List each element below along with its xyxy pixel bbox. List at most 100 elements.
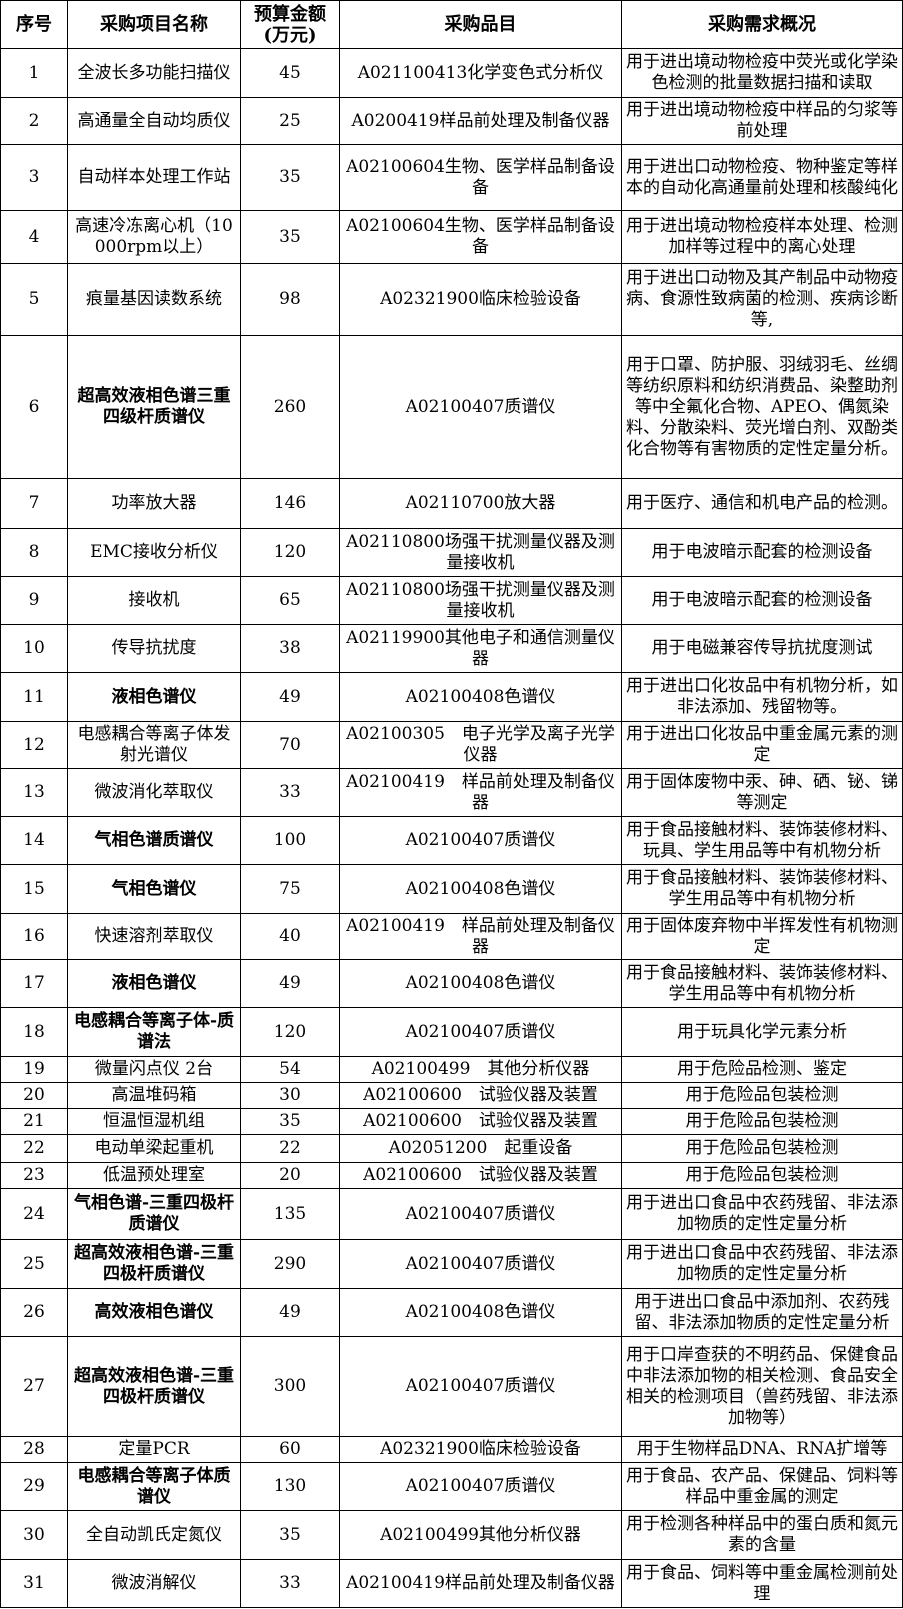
category-cell: A02100419 样品前处理及制备仪器 [339,913,622,960]
project-name-cell: 高温堆码箱 [67,1082,241,1109]
requirement-cell: 用于进出口食品中农药残留、非法添加物质的定性定量分析 [621,1239,903,1289]
budget-cell: 35 [240,1108,340,1135]
project-name-cell: 微量闪点仪 2台 [67,1056,241,1083]
row-number-cell: 1 [0,48,68,98]
requirement-cell: 用于食品接触材料、装饰装修材料、玩具、学生用品等中有机物分析 [621,816,903,865]
budget-cell: 135 [240,1188,340,1240]
row-number-cell: 13 [0,768,68,817]
requirement-cell: 用于进出境动物检疫中荧光或化学染色检测的批量数据扫描和读取 [621,48,903,98]
requirement-cell: 用于电波暗示配套的检测设备 [621,576,903,625]
category-cell: A02100419 样品前处理及制备仪器 [339,768,622,817]
budget-cell: 49 [240,1288,340,1337]
table-row: 22 电动单梁起重机 22 A02051200 起重设备 用于危险品包装检测 [0,1134,903,1163]
row-number-cell: 24 [0,1188,68,1240]
row-number-cell: 5 [0,263,68,336]
project-name-cell: 电感耦合等离子体发射光谱仪 [67,721,241,769]
table-row: 25 超高效液相色谱-三重四极杆质谱仪 290 A02100407质谱仪 用于进出口食品… [0,1239,903,1289]
budget-cell: 30 [240,1082,340,1109]
budget-cell: 49 [240,959,340,1008]
budget-cell: 35 [240,144,340,211]
budget-cell: 70 [240,721,340,769]
row-number-cell: 23 [0,1162,68,1189]
requirement-cell: 用于进出口动物及其产制品中动物疫病、食源性致病菌的检测、疾病诊断等, [621,263,903,336]
category-cell: A02100600 试验仪器及装置 [339,1082,622,1109]
row-number-cell: 2 [0,97,68,145]
budget-cell: 65 [240,576,340,625]
category-cell: A02100604生物、医学样品制备设备 [339,210,622,264]
project-name-cell: 低温预处理室 [67,1162,241,1189]
category-cell: A02100408色谱仪 [339,864,622,914]
table-row: 18 电感耦合等离子体-质谱法 120 A02100407质谱仪 用于玩具化学元素分析 [0,1007,903,1057]
category-cell: A02100407质谱仪 [339,816,622,865]
category-cell: A02100407质谱仪 [339,1462,622,1511]
requirement-cell: 用于危险品包装检测 [621,1082,903,1109]
budget-cell: 35 [240,1510,340,1560]
table-row: 14 气相色谱质谱仪 100 A02100407质谱仪 用于食品接触材料、装饰装修材料、… [0,816,903,865]
requirement-cell: 用于电磁兼容传导抗扰度测试 [621,624,903,673]
requirement-cell: 用于进出口食品中添加剂、农药残留、非法添加物质的定性定量分析 [621,1288,903,1337]
table-row: 12 电感耦合等离子体发射光谱仪 70 A02100305 电子光学及离子光学仪器 用于… [0,721,903,769]
requirement-cell: 用于进出境动物检疫样本处理、检测加样等过程中的离心处理 [621,210,903,264]
category-cell: A02100499其他分析仪器 [339,1510,622,1560]
requirement-cell: 用于进出口动物检疫、物种鉴定等样本的自动化高通量前处理和核酸纯化 [621,144,903,211]
category-cell: A02110800场强干扰测量仪器及测量接收机 [339,528,622,577]
requirement-cell: 用于危险品检测、鉴定 [621,1056,903,1083]
budget-cell: 35 [240,210,340,264]
row-number-cell: 19 [0,1056,68,1083]
table-row: 15 气相色谱仪 75 A02100408色谱仪 用于食品接触材料、装饰装修材料、学生用… [0,864,903,914]
table-row: 9 接收机 65 A02110800场强干扰测量仪器及测量接收机 用于电波暗示配套的检测… [0,576,903,625]
table-row: 3 自动样本处理工作站 35 A02100604生物、医学样品制备设备 用于进出口动物检… [0,144,903,211]
table-row: 1 全波长多功能扫描仪 45 A021100413化学变色式分析仪 用于进出境动物检疫中… [0,48,903,98]
category-cell: A02100407质谱仪 [339,1336,622,1437]
row-number-cell: 9 [0,576,68,625]
project-name-cell: 功率放大器 [67,478,241,529]
header-category: 采购品目 [339,0,622,49]
row-number-cell: 12 [0,721,68,769]
requirement-cell: 用于电波暗示配套的检测设备 [621,528,903,577]
table-row: 4 高速冷冻离心机（10000rpm以上） 35 A02100604生物、医学样品制备… [0,210,903,264]
row-number-cell: 22 [0,1134,68,1163]
requirement-cell: 用于进出口食品中农药残留、非法添加物质的定性定量分析 [621,1188,903,1240]
category-cell: A021100413化学变色式分析仪 [339,48,622,98]
requirement-cell: 用于食品接触材料、装饰装修材料、学生用品等中有机物分析 [621,864,903,914]
budget-cell: 98 [240,263,340,336]
row-number-cell: 20 [0,1082,68,1109]
project-name-cell: 超高效液相色谱三重四级杆质谱仪 [67,335,241,479]
budget-cell: 100 [240,816,340,865]
requirement-cell: 用于进出境动物检疫中样品的匀浆等前处理 [621,97,903,145]
budget-cell: 38 [240,624,340,673]
row-number-cell: 11 [0,672,68,722]
budget-cell: 54 [240,1056,340,1083]
project-name-cell: 快速溶剂萃取仪 [67,913,241,960]
project-name-cell: 恒温恒湿机组 [67,1108,241,1135]
row-number-cell: 28 [0,1436,68,1463]
requirement-cell: 用于危险品包装检测 [621,1162,903,1189]
row-number-cell: 25 [0,1239,68,1289]
table-row: 21 恒温恒湿机组 35 A02100600 试验仪器及装置 用于危险品包装检测 [0,1108,903,1135]
requirement-cell: 用于食品、饲料等中重金属检测前处理 [621,1559,903,1608]
category-cell: A02100600 试验仪器及装置 [339,1108,622,1135]
category-cell: A02100408色谱仪 [339,1288,622,1337]
category-cell: A02100407质谱仪 [339,1188,622,1240]
row-number-cell: 4 [0,210,68,264]
category-cell: A02110700放大器 [339,478,622,529]
requirement-cell: 用于玩具化学元素分析 [621,1007,903,1057]
category-cell: A02100419样品前处理及制备仪器 [339,1559,622,1608]
row-number-cell: 27 [0,1336,68,1437]
project-name-cell: 超高效液相色谱-三重四极杆质谱仪 [67,1239,241,1289]
requirement-cell: 用于口罩、防护服、羽绒羽毛、丝绸等纺织原料和纺织消费品、染整助剂等中全氟化合物、… [621,335,903,479]
row-number-cell: 6 [0,335,68,479]
table-row: 2 高通量全自动均质仪 25 A0200419样品前处理及制备仪器 用于进出境动物检疫中… [0,97,903,145]
header-row: 序号 采购项目名称 预算金额(万元) 采购品目 采购需求概况 [0,0,903,49]
category-cell: A02100407质谱仪 [339,1239,622,1289]
budget-cell: 290 [240,1239,340,1289]
table-row: 23 低温预处理室 20 A02100600 试验仪器及装置 用于危险品包装检测 [0,1162,903,1189]
project-name-cell: 高通量全自动均质仪 [67,97,241,145]
table-row: 29 电感耦合等离子体质谱仪 130 A02100407质谱仪 用于食品、农产品、保健品… [0,1462,903,1511]
category-cell: A0200419样品前处理及制备仪器 [339,97,622,145]
category-cell: A02110800场强干扰测量仪器及测量接收机 [339,576,622,625]
row-number-cell: 3 [0,144,68,211]
budget-cell: 20 [240,1162,340,1189]
requirement-cell: 用于固体废弃物中半挥发性有机物测定 [621,913,903,960]
